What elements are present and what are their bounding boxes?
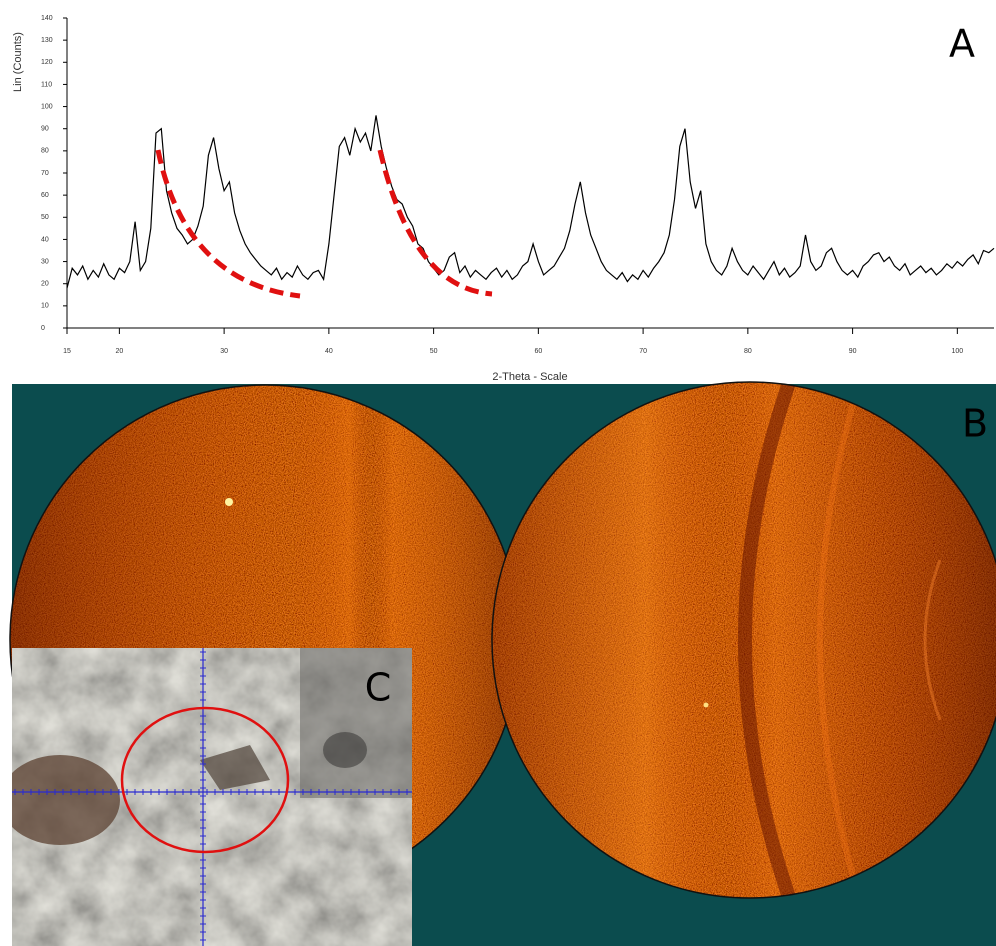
x-tick-label: 50 — [430, 348, 438, 355]
y-tick-label: 90 — [41, 126, 49, 133]
y-tick-label: 100 — [41, 103, 53, 110]
xrd-plot: 0 10 20 30 40 50 60 70 80 90 100 110 120 130 140 15 20 30… — [41, 15, 994, 355]
y-tick-label: 60 — [41, 192, 49, 199]
x-tick-label: 15 — [63, 348, 71, 355]
panel-label: C — [365, 666, 392, 710]
bright-spot — [225, 498, 233, 506]
x-tick-label: 60 — [534, 348, 542, 355]
y-tick-label: 0 — [41, 325, 45, 332]
y-tick-label: 130 — [41, 37, 53, 44]
y-tick-label: 120 — [41, 59, 53, 66]
bright-spot — [704, 703, 709, 708]
x-tick-label: 40 — [325, 348, 333, 355]
y-tick-label: 30 — [41, 258, 49, 265]
y-tick-label: 80 — [41, 148, 49, 155]
x-tick-label: 90 — [849, 348, 857, 355]
figure: 0 10 20 30 40 50 60 70 80 90 100 110 120 130 140 15 20 30… — [0, 0, 996, 946]
microscope-image — [0, 648, 412, 946]
x-tick-label: 20 — [115, 348, 123, 355]
y-axis-label: Lin (Counts) — [12, 32, 24, 92]
y-tick-label: 50 — [41, 214, 49, 221]
background-curve — [380, 150, 492, 294]
y-tick-label: 140 — [41, 15, 53, 22]
y-tick-label: 20 — [41, 281, 49, 288]
y-tick-label: 10 — [41, 303, 49, 310]
x-tick-label: 100 — [951, 348, 963, 355]
panel-label: A — [949, 22, 975, 66]
x-tick-label: 30 — [220, 348, 228, 355]
y-tick-label: 70 — [41, 170, 49, 177]
panel-label: B — [962, 402, 988, 446]
xrd-line — [67, 115, 994, 288]
x-axis-label: 2-Theta - Scale — [492, 371, 567, 383]
x-tick-label: 80 — [744, 348, 752, 355]
y-tick-label: 110 — [41, 81, 52, 88]
y-tick-label: 40 — [41, 236, 49, 243]
x-tick-label: 70 — [639, 348, 647, 355]
